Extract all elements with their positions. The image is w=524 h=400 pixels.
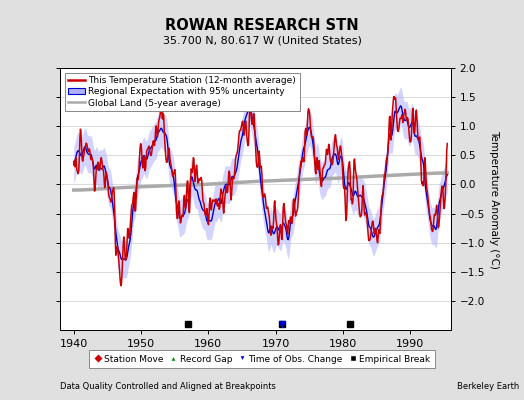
Legend: This Temperature Station (12-month average), Regional Expectation with 95% uncer: This Temperature Station (12-month avera…	[65, 72, 300, 111]
Text: Data Quality Controlled and Aligned at Breakpoints: Data Quality Controlled and Aligned at B…	[60, 382, 276, 391]
Text: Berkeley Earth: Berkeley Earth	[456, 382, 519, 391]
Text: 35.700 N, 80.617 W (United States): 35.700 N, 80.617 W (United States)	[162, 35, 362, 45]
Y-axis label: Temperature Anomaly (°C): Temperature Anomaly (°C)	[489, 130, 499, 268]
Legend: Station Move, Record Gap, Time of Obs. Change, Empirical Break: Station Move, Record Gap, Time of Obs. C…	[90, 350, 434, 368]
Text: ROWAN RESEARCH STN: ROWAN RESEARCH STN	[165, 18, 359, 33]
